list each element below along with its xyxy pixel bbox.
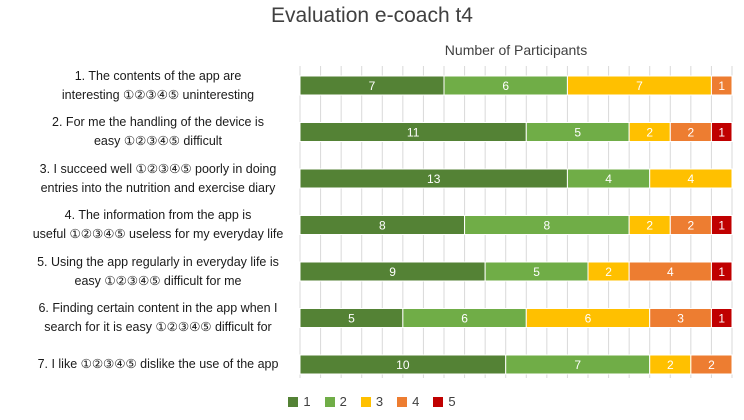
legend-label: 5 — [448, 394, 456, 409]
bar-segment — [690, 354, 733, 375]
bar-segment — [710, 122, 733, 142]
data-label: 6 — [461, 312, 468, 326]
data-label: 7 — [574, 358, 581, 372]
legend-item: 1 — [288, 394, 311, 409]
category-label-line: 2. For me the handling of the device is — [52, 115, 264, 129]
category-label: 2. For me the handling of the device is e… — [24, 113, 292, 151]
category-label-line: interesting ①②③④⑤ uninteresting — [61, 87, 255, 102]
data-label: 7 — [369, 79, 376, 93]
category-label-line: 5. Using the app regularly in everyday l… — [37, 254, 279, 269]
legend-swatch — [324, 396, 335, 407]
data-label: 2 — [605, 265, 612, 279]
data-label: 11 — [407, 126, 420, 140]
category-label-line: easy ①②③④⑤ difficult — [93, 134, 223, 148]
data-label: 5 — [574, 126, 581, 140]
data-label: 1 — [718, 219, 725, 233]
data-label: 1 — [718, 79, 725, 93]
legend: 1 2 3 4 5 — [0, 394, 744, 409]
data-label: 9 — [389, 265, 396, 279]
data-label: 8 — [544, 219, 551, 233]
data-label: 2 — [688, 219, 695, 233]
bar-segment — [710, 261, 733, 282]
category-label: 1. The contents of the app are interestin… — [24, 67, 292, 105]
bar-segment — [649, 168, 733, 189]
legend-swatch — [397, 396, 408, 407]
category-label-line: 3. I succeed well ①②③④⑤ poorly in doing — [39, 161, 277, 176]
data-label: 10 — [396, 358, 410, 372]
legend-swatch — [360, 396, 371, 407]
legend-label: 1 — [303, 394, 311, 409]
category-label: 3. I succeed well ①②③④⑤ poorly in doing e… — [24, 160, 292, 198]
category-label: 4. The information from the app is useful… — [24, 206, 292, 244]
legend-swatch — [433, 396, 444, 407]
data-label: 3 — [677, 312, 684, 326]
legend-item: 2 — [324, 394, 347, 409]
data-label: 2 — [688, 126, 695, 140]
data-label: 1 — [718, 265, 725, 279]
bar-segment — [710, 75, 733, 96]
data-label: 6 — [502, 79, 509, 93]
category-label-line: entries into the nutrition and exercise … — [40, 180, 276, 195]
legend-label: 4 — [412, 394, 420, 409]
category-label: 6. Finding certain content in the app wh… — [24, 299, 292, 337]
legend-swatch — [288, 396, 299, 407]
data-label: 8 — [379, 219, 386, 233]
data-label: 2 — [646, 126, 653, 140]
legend-item: 4 — [397, 394, 419, 409]
data-label: 2 — [646, 219, 653, 233]
category-label-line: easy ①②③④⑤ difficult for me — [74, 273, 242, 288]
data-label: 4 — [688, 172, 695, 186]
data-label: 2 — [667, 358, 674, 372]
bar-segment — [710, 215, 733, 235]
legend-item: 5 — [433, 394, 456, 409]
data-label: 5 — [348, 312, 355, 326]
legend-label: 2 — [339, 394, 347, 409]
category-label-line: useful ①②③④⑤ useless for my everyday lif… — [32, 227, 284, 241]
category-label-line: 4. The information from the app is — [64, 208, 252, 222]
data-label: 7 — [636, 79, 643, 93]
x-axis-title: Number of Participants — [444, 42, 588, 58]
category-label-line: 6. Finding certain content in the app wh… — [38, 301, 278, 315]
legend-label: 3 — [375, 394, 384, 409]
data-label: 4 — [605, 172, 612, 186]
category-label-line: 7. I like ①②③④⑤ dislike the use of the a… — [37, 357, 279, 371]
data-label: 1 — [718, 126, 725, 140]
category-label-line: 1. The contents of the app are — [74, 68, 242, 83]
data-label: 6 — [585, 312, 592, 326]
chart-title: Evaluation e-coach t4 — [271, 4, 473, 27]
data-label: 13 — [427, 172, 441, 186]
category-label-line: search for it is easy ①②③④⑤ difficult fo… — [44, 320, 272, 334]
legend-item: 3 — [360, 394, 384, 409]
category-label: 7. I like ①②③④⑤ dislike the use of the a… — [24, 355, 292, 374]
data-label: 2 — [708, 358, 715, 372]
bar-segment — [710, 308, 733, 328]
data-label: 4 — [667, 265, 674, 279]
category-label: 5. Using the app regularly in everyday l… — [24, 253, 292, 291]
data-label: 5 — [533, 265, 540, 279]
data-label: 1 — [718, 312, 725, 326]
